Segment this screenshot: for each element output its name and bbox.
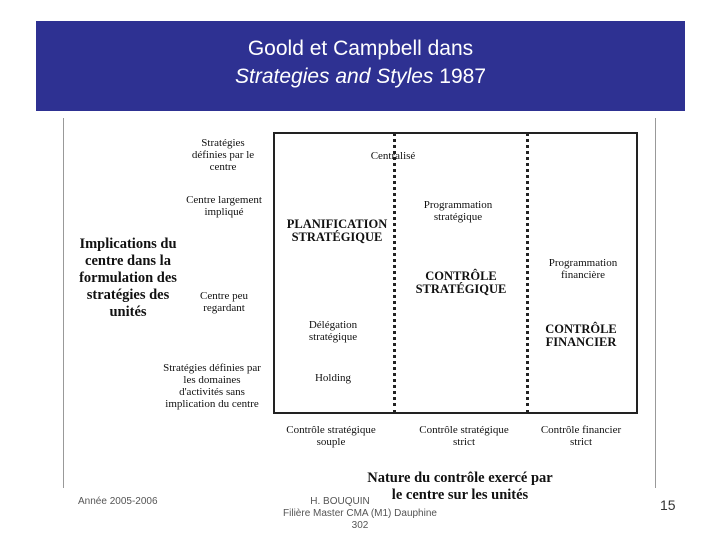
y-level-bottom: Stratégies définies par les domaines d'a… [151,362,273,410]
cell-line: Programmation [548,257,618,269]
y-level-line: les domaines [183,374,241,386]
divider-left [393,132,396,414]
cell-line: CONTRÔLE [545,322,617,336]
cell-planification-strategique: PLANIFICATION STRATÉGIQUE [281,218,393,244]
cell-line: Programmation [423,199,493,211]
y-level-line: Centre largement [186,194,262,206]
cell-line: stratégique [433,211,483,223]
y-axis-title-line: centre dans la [85,253,171,269]
x-level-line: strict [453,436,475,448]
cell-line: financière [561,269,605,281]
y-level-line: implication du centre [165,398,259,410]
x-level-line: strict [570,436,592,448]
slide-title-line2: Strategies and Styles 1987 [36,65,685,89]
figure-border [63,118,656,488]
x-level-line: Contrôle stratégique [419,424,509,436]
x-level-line: Contrôle financier [540,424,622,436]
x-level-line: souple [316,436,346,448]
cell-line: STRATÉGIQUE [415,282,507,296]
title-banner: Goold et Campbell dans Strategies and St… [36,21,685,111]
x-axis-title-line: le centre sur les unités [391,487,529,503]
y-axis-title: Implications du centre dans la formulati… [69,236,187,321]
cell-line: FINANCIER [545,335,617,349]
footer-author: H. BOUQUIN [310,496,370,507]
x-level-line: Contrôle stratégique [286,424,376,436]
cell-line: STRATÉGIQUE [291,230,383,244]
cell-holding: Holding [314,372,352,384]
slide-title-line1: Goold et Campbell dans [247,37,474,60]
y-level-line: définies par le [191,149,255,161]
x-axis-title: Nature du contrôle exercé par le centre … [345,470,575,504]
y-axis-title-line: stratégies des [86,287,170,303]
y-level-lower: Centre peu regardant [189,290,259,314]
cell-delegation-strategique: Délégation stratégique [288,319,378,343]
y-level-top: Stratégies définies par le centre [175,137,271,173]
y-level-line: Stratégies définies par [163,362,261,374]
cell-line: stratégique [308,331,358,343]
y-axis-title-line: formulation des [79,270,177,286]
divider-right [526,132,529,414]
x-level-middle: Contrôle stratégique strict [405,424,523,448]
cell-controle-financier: CONTRÔLE FINANCIER [531,323,631,349]
y-level-line: Centre peu [200,290,248,302]
cell-line: Délégation [308,319,358,331]
y-level-line: impliqué [204,206,244,218]
x-level-left: Contrôle stratégique souple [272,424,390,448]
cell-line: PLANIFICATION [286,217,388,231]
y-level-line: d'activités sans [179,386,245,398]
year: 1987 [439,65,486,88]
y-level-line: regardant [203,302,245,314]
cell-programmation-financiere: Programmation financière [531,257,635,281]
x-level-right: Contrôle financier strict [525,424,637,448]
page-number: 15 [660,497,676,513]
cell-programmation-strategique: Programmation stratégique [403,199,513,223]
matrix-frame [273,132,638,414]
cell-centralise: Centralisé [370,150,416,162]
y-level-upper: Centre largement impliqué [175,194,273,218]
y-axis-title-line: Implications du [79,236,177,252]
y-level-line: Stratégies [201,137,245,149]
x-axis-title-line: Nature du contrôle exercé par [367,470,553,486]
footer-code: 302 [351,520,369,531]
strategic-styles-diagram: Implications du centre dans la formulati… [63,118,656,503]
cell-controle-strategique: CONTRÔLE STRATÉGIQUE [403,270,519,296]
y-level-line: centre [209,161,237,173]
book-title: Strategies and Styles [234,65,434,88]
footer-program: Filière Master CMA (M1) Dauphine [283,508,437,519]
footer-year: Année 2005-2006 [78,496,158,507]
y-axis-title-line: unités [109,304,147,320]
cell-line: CONTRÔLE [425,269,497,283]
